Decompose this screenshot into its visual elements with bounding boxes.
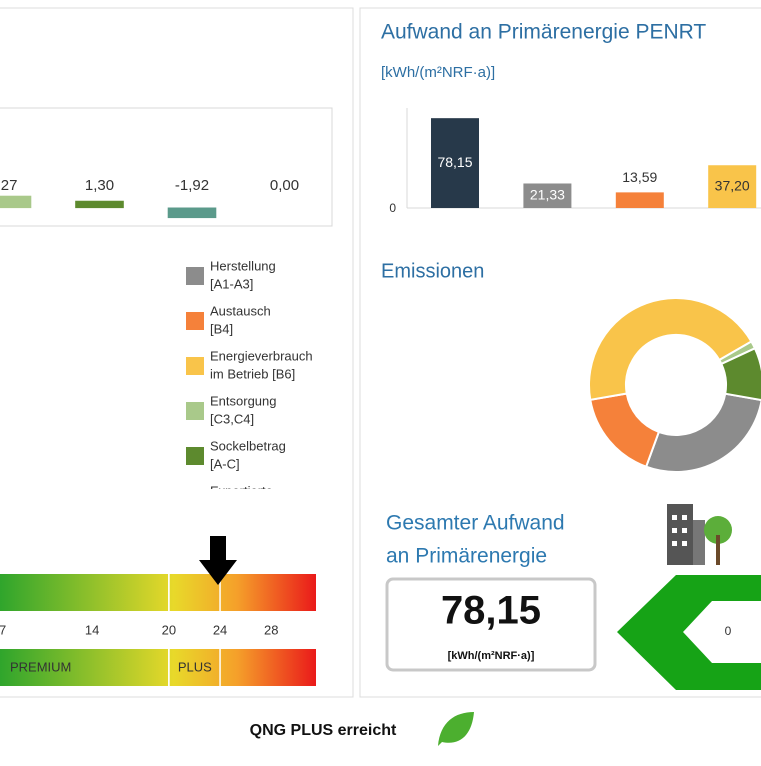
legend-label: Austausch xyxy=(210,303,271,318)
bar xyxy=(431,118,479,208)
legend-swatch xyxy=(186,312,204,330)
scale: 7 14 20 24 28 PREMIUM PLUS xyxy=(0,574,278,686)
band-label: PREMIUM xyxy=(10,659,71,674)
legend-label: Entsorgung xyxy=(210,393,277,408)
bar xyxy=(75,200,124,209)
scale-tick-label: 7 xyxy=(0,622,6,637)
arrow-inner xyxy=(683,601,761,663)
y-tick-label: 0 xyxy=(389,201,396,215)
legend-swatch xyxy=(186,447,204,465)
total-box xyxy=(385,577,597,672)
penrt-bars: 0 78,15 21,33 13,59 37,20 xyxy=(389,118,761,215)
donut-segment xyxy=(720,347,761,402)
status: QNG PLUS erreicht xyxy=(250,722,397,739)
bar xyxy=(523,183,572,208)
value-label: 78,15 xyxy=(437,154,472,170)
total-unit: [kWh/(m²NRF·a)] xyxy=(448,650,535,662)
leaf-icon xyxy=(438,712,474,746)
total-title: Gesamter Aufwand xyxy=(386,512,565,535)
scale-tick-label: 24 xyxy=(213,622,227,637)
band-label: PLUS xyxy=(178,659,212,674)
donut-segment xyxy=(644,392,761,473)
scale-tick-label: 14 xyxy=(85,622,99,637)
legend-label: [A-C] xyxy=(210,456,240,471)
bar xyxy=(0,195,32,209)
value-label: 37,20 xyxy=(715,177,750,193)
legend-label: Herstellung xyxy=(210,258,276,273)
legend-label: Energieverbrauch xyxy=(210,348,313,363)
arrow-label: 0 xyxy=(725,624,732,638)
value-label: ,27 xyxy=(0,177,17,194)
legend-label: Exportierte xyxy=(210,483,273,498)
unit: [kWh/(m²NRF·a)] xyxy=(381,64,495,81)
emission-bars: ,27 1,30 -1,92 0,00 xyxy=(0,177,299,219)
plot-frame xyxy=(0,107,333,227)
value-label: 1,30 xyxy=(85,177,114,194)
value-label: 0,00 xyxy=(270,177,299,194)
value-label: 21,33 xyxy=(530,186,565,202)
scale-tick-label: 28 xyxy=(264,622,278,637)
legend-swatch xyxy=(186,267,204,285)
band-bar xyxy=(0,649,316,686)
marker-arrow xyxy=(199,536,237,585)
legend-label: [B4] xyxy=(210,321,233,336)
donut xyxy=(588,297,761,473)
bar xyxy=(708,165,757,208)
value-label: 13,59 xyxy=(622,169,657,185)
bar xyxy=(167,207,217,219)
legend-label: [A1-A3] xyxy=(210,276,253,291)
legend-label: Sockelbetrag xyxy=(210,438,286,453)
donut-segment xyxy=(588,297,753,401)
scale-bar xyxy=(0,574,316,611)
scale-tick-label: 20 xyxy=(162,622,176,637)
value-label: -1,92 xyxy=(175,177,209,194)
legend: Herstellung [A1-A3] Austausch [B4] Energieve… xyxy=(186,258,313,498)
legend-swatch xyxy=(186,357,204,375)
legend-label: im Betrieb [B6] xyxy=(210,366,295,381)
legend-swatch xyxy=(186,402,204,420)
total-value: 78,15 xyxy=(441,589,541,633)
building-icon xyxy=(667,504,732,565)
section-title: Emissionen xyxy=(381,260,484,282)
total-title: an Primärenergie xyxy=(386,545,547,568)
bar xyxy=(615,192,664,208)
panel-title: Aufwand an Primärenergie PENRT xyxy=(381,21,706,44)
legend-label: [C3,C4] xyxy=(210,411,254,426)
